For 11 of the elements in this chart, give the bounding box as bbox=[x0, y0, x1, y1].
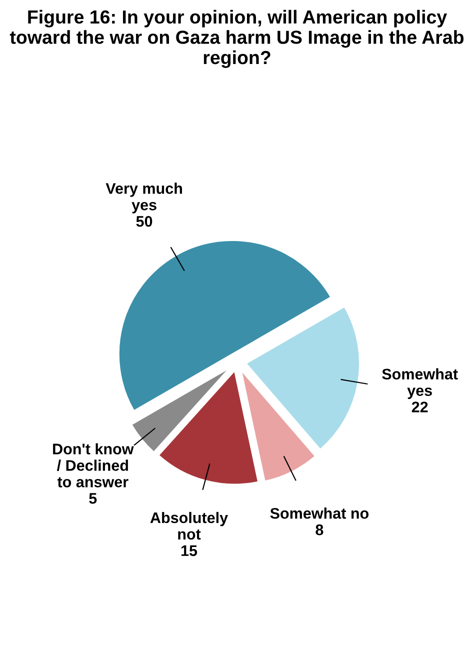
data-label: 22 bbox=[412, 402, 428, 412]
slice-label: Somewhat yes bbox=[382, 368, 458, 399]
slice-label: Absolutely not bbox=[150, 512, 228, 540]
slice-label: Don't know / Declined to answer bbox=[53, 443, 134, 488]
data-label: 5 bbox=[89, 493, 97, 504]
chart-title: Figure 16: In your opinion, will American policy toward the war on Gaza harm US Image in the Arab region? bbox=[10, 10, 464, 68]
data-label: 50 bbox=[136, 216, 152, 227]
data-label: 8 bbox=[316, 524, 324, 536]
slice-label: Somewhat no bbox=[270, 508, 369, 519]
data-label: 15 bbox=[181, 545, 198, 556]
slice-label: Very much yes bbox=[106, 182, 182, 214]
